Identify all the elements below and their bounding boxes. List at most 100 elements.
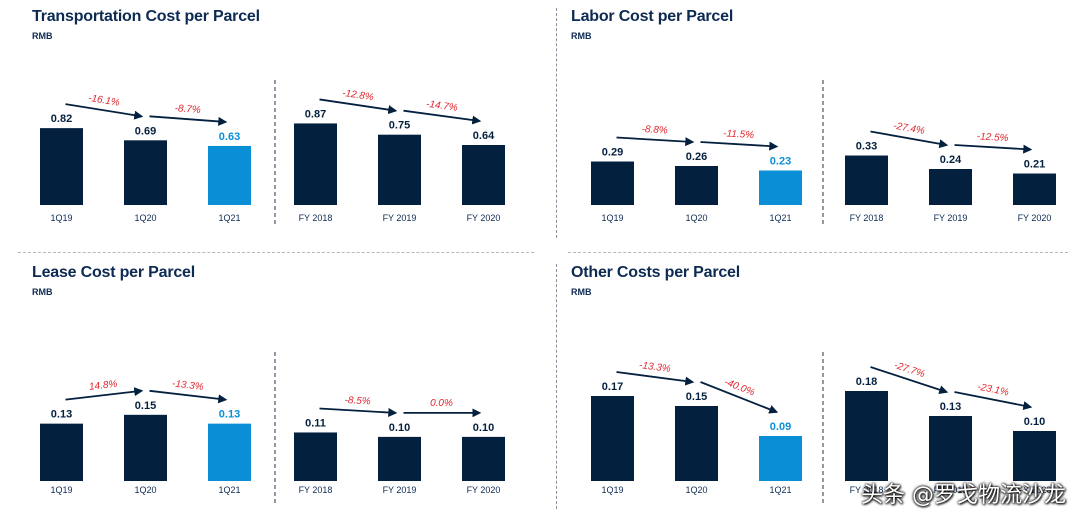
change-arrow (149, 115, 228, 126)
bar (845, 155, 888, 205)
change-percent-label: -11.5% (723, 128, 755, 141)
change-percent-label: -8.7% (174, 103, 201, 116)
category-label: 1Q20 (685, 485, 707, 495)
change-arrow (616, 136, 695, 147)
chart-unit: RMB (32, 31, 53, 41)
quadrant-divider-horizontal (568, 252, 1068, 253)
watermark: 头条 @罗戈物流沙龙 (861, 483, 1066, 508)
bar (40, 423, 83, 481)
change-percent-label: -12.5% (977, 131, 1009, 144)
panel-labor-cost: Labor Cost per Parcel RMB 0.29 1Q19 0.26 1Q… (571, 8, 1071, 238)
bar-value-label: 0.82 (51, 113, 72, 125)
category-label: 1Q19 (50, 485, 72, 495)
change-percent-label: -23.1% (976, 382, 1009, 399)
change-percent-label: -27.4% (892, 121, 925, 137)
change-arrow (319, 407, 398, 417)
chart-title: Lease Cost per Parcel (32, 264, 195, 281)
quadrant-divider-vertical (556, 264, 557, 509)
bar-value-label: 0.29 (602, 147, 623, 159)
quadrant-divider-horizontal (18, 252, 534, 253)
panel-transportation-cost: Transportation Cost per Parcel RMB 0.82 1… (32, 8, 542, 238)
bar (759, 436, 802, 481)
bar (591, 396, 634, 481)
category-label: 1Q21 (769, 213, 791, 223)
bar-value-label: 0.10 (1024, 416, 1045, 428)
change-percent-label: -27.7% (893, 360, 927, 380)
category-label: FY 2020 (1018, 213, 1052, 223)
bar-value-label: 0.13 (51, 409, 72, 421)
bar-value-label: 0.69 (135, 125, 156, 137)
panel-lease-cost: Lease Cost per Parcel RMB 0.13 1Q19 0.15 1Q… (32, 264, 542, 509)
category-label: FY 2019 (934, 213, 968, 223)
change-percent-label: -14.7% (425, 99, 458, 114)
bar (929, 169, 972, 205)
change-percent-label: 14.8% (88, 379, 118, 393)
chart-title: Other Costs per Parcel (571, 264, 740, 281)
bar-value-label: 0.15 (135, 400, 156, 412)
change-arrow (319, 98, 398, 115)
bar-value-label: 0.21 (1024, 159, 1045, 171)
bar-value-label: 0.15 (686, 391, 707, 403)
bar (378, 436, 421, 481)
bar (759, 170, 802, 205)
change-arrow (65, 103, 144, 120)
bar (462, 436, 505, 481)
change-arrow (700, 381, 779, 414)
category-label: FY 2019 (383, 485, 417, 495)
category-label: 1Q19 (601, 485, 623, 495)
change-arrow (65, 387, 144, 401)
bar (294, 432, 337, 481)
category-label: 1Q20 (685, 213, 707, 223)
bar (591, 161, 634, 205)
bar-value-label: 0.10 (389, 422, 410, 434)
bar-value-label: 0.64 (473, 130, 495, 142)
category-label: FY 2018 (299, 485, 333, 495)
bar (294, 123, 337, 205)
change-arrow (403, 109, 482, 125)
bar (124, 140, 167, 205)
category-label: 1Q20 (134, 213, 156, 223)
bar (675, 406, 718, 481)
bar (378, 134, 421, 205)
bar-value-label: 0.11 (305, 417, 326, 429)
change-percent-label: -13.3% (171, 378, 204, 393)
category-label: 1Q19 (601, 213, 623, 223)
bar-chart: 0.13 1Q19 0.15 1Q20 0.13 1Q21 14.8% -13.3% 0.11 F… (40, 352, 505, 503)
category-label: 1Q21 (769, 485, 791, 495)
chart-unit: RMB (571, 31, 592, 41)
bar (675, 166, 718, 205)
bar-value-label: 0.18 (856, 376, 877, 388)
panel-other-costs: Other Costs per Parcel RMB 0.17 1Q19 0.15 1… (571, 264, 1071, 509)
change-arrow (954, 144, 1033, 154)
bar-value-label: 0.75 (389, 120, 410, 132)
category-label: FY 2019 (934, 485, 968, 495)
bar (124, 414, 167, 481)
change-arrow (870, 130, 949, 149)
change-percent-label: -12.8% (341, 88, 374, 104)
category-label: FY 2019 (383, 213, 417, 223)
category-label: FY 2020 (467, 485, 501, 495)
bar (462, 145, 505, 205)
bar-value-label: 0.13 (219, 409, 240, 421)
bar-value-label: 0.26 (686, 151, 707, 163)
change-percent-label: -8.8% (641, 124, 668, 137)
bar (40, 128, 83, 205)
change-arrow (870, 366, 949, 395)
category-label: 1Q19 (50, 213, 72, 223)
change-percent-label: -8.5% (344, 395, 371, 407)
chart-unit: RMB (32, 287, 53, 297)
chart-title: Labor Cost per Parcel (571, 8, 734, 25)
category-label: FY 2018 (850, 213, 884, 223)
change-arrow (954, 391, 1033, 411)
change-arrow (700, 141, 779, 151)
chart-title: Transportation Cost per Parcel (32, 8, 260, 25)
bar-chart: 0.82 1Q19 0.69 1Q20 0.63 1Q21 -16.1% -8.7% 0.87 F… (40, 80, 505, 227)
category-label: 1Q21 (218, 213, 240, 223)
bar (208, 423, 251, 481)
bar-value-label: 0.24 (940, 154, 962, 166)
change-percent-label: 0.0% (430, 398, 453, 409)
bar (1013, 431, 1056, 481)
bar-value-label: 0.23 (770, 156, 791, 168)
change-arrow (149, 389, 228, 404)
bar (845, 391, 888, 481)
